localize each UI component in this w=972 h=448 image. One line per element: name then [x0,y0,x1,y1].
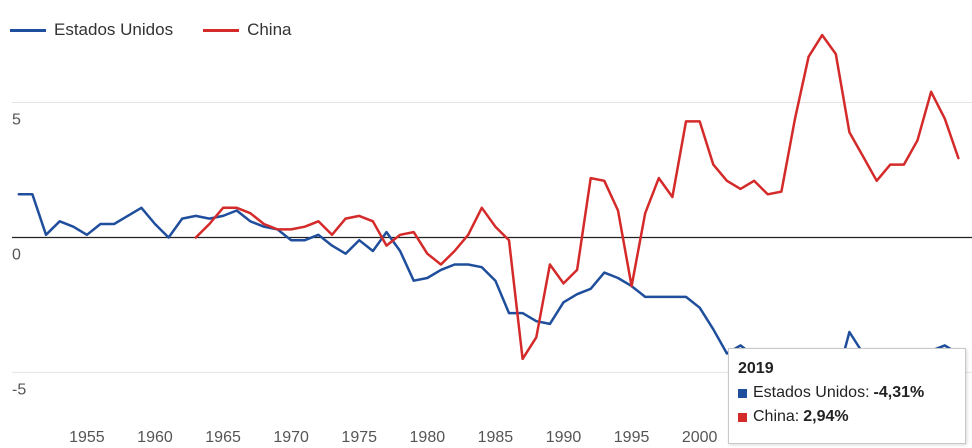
tooltip-value-china: 2,94% [803,408,849,425]
tooltip-row-china: China: 2,94% [738,405,956,429]
gridlines [12,102,972,373]
legend-label-china: China [247,20,292,39]
x-tick-label: 1985 [478,429,514,446]
tooltip-label-china: China: [753,408,800,425]
legend: Estados Unidos China [10,20,322,40]
tooltip-swatch-us [738,388,747,398]
x-tick-label: 1965 [205,429,241,446]
x-tick-label: 1970 [273,429,309,446]
x-tick-label: 1990 [546,429,582,446]
y-tick-label: -5 [12,381,26,398]
series-lines [17,33,960,390]
tooltip-value-us: -4,31% [873,384,925,401]
y-tick-labels: 5 0 -5 [12,112,26,399]
x-tick-label: 1960 [137,429,173,446]
x-tick-label: 1980 [410,429,446,446]
tooltip-title: 2019 [738,360,774,377]
legend-swatch-us [10,28,46,32]
tooltip-label-us: Estados Unidos: [753,384,870,401]
tooltip-swatch-china [738,412,747,422]
y-tick-label: 0 [12,246,21,263]
x-tick-label: 1975 [341,429,377,446]
legend-item-us[interactable]: Estados Unidos [10,20,173,40]
tooltip-row-us: Estados Unidos: -4,31% [738,381,956,405]
tooltip: 2019 Estados Unidos: -4,31% China: 2,94% [728,348,966,444]
legend-label-us: Estados Unidos [54,20,174,39]
legend-item-china[interactable]: China [203,20,292,40]
x-tick-label: 1995 [614,429,650,446]
series-line-china [194,33,960,361]
x-tick-label: 2000 [682,429,718,446]
x-tick-label: 1955 [69,429,105,446]
legend-swatch-china [203,28,240,32]
x-tick-labels: 1955 1960 1965 1970 1975 1980 1985 1990 1995 2000 [69,429,717,446]
y-tick-label: 5 [12,112,21,129]
